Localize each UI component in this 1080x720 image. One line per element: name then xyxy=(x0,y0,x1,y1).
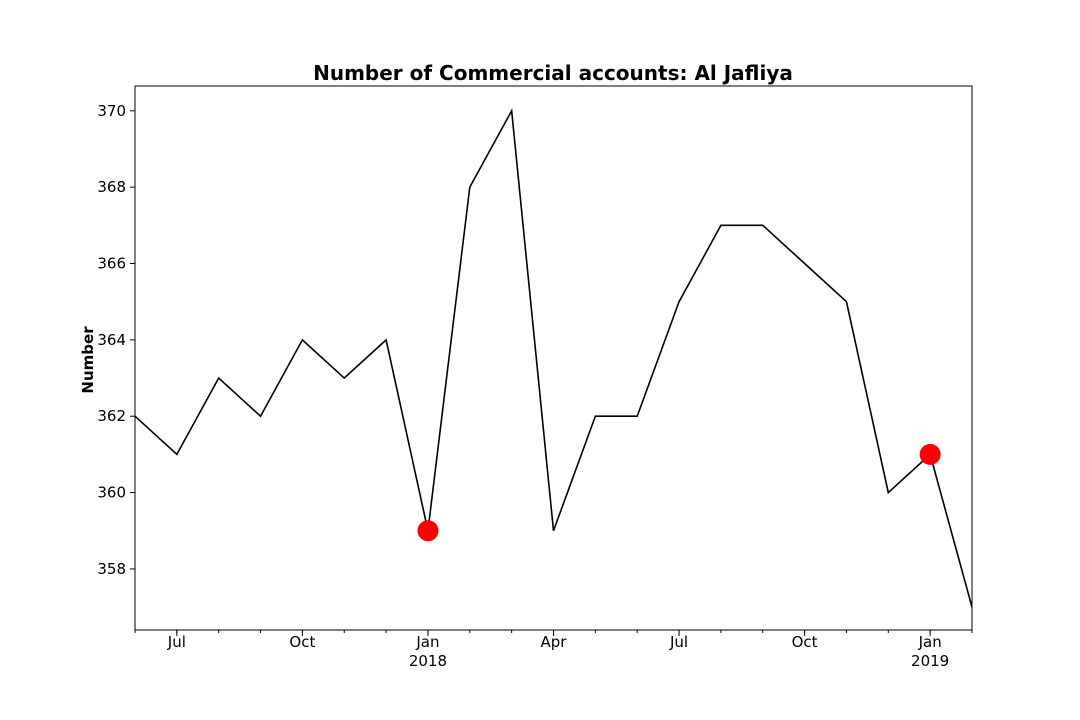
y-tick-label: 370 xyxy=(97,102,126,120)
y-axis-label: Number xyxy=(79,326,97,394)
chart-title: Number of Commercial accounts: Al Jafliy… xyxy=(313,61,793,85)
y-tick-label: 358 xyxy=(97,560,126,578)
y-tick-label: 364 xyxy=(97,331,126,349)
plot-area xyxy=(134,108,973,608)
y-tick-label: 360 xyxy=(97,484,126,502)
y-tick-label: 362 xyxy=(97,407,126,425)
x-tick-label: Oct xyxy=(289,633,315,651)
series-line xyxy=(134,108,973,608)
y-tick-label: 368 xyxy=(97,178,126,196)
x-tick-label: Oct xyxy=(792,633,818,651)
x-tick-label: Jul xyxy=(669,633,688,651)
x-tick-label: Jan xyxy=(415,633,439,651)
x-tick-year-label: 2019 xyxy=(911,652,949,670)
highlight-point xyxy=(417,520,439,542)
highlight-point xyxy=(919,443,941,465)
plot-frame xyxy=(134,85,973,631)
x-tick-year-label: 2018 xyxy=(409,652,447,670)
x-tick-label: Jan xyxy=(918,633,942,651)
y-tick-label: 366 xyxy=(97,255,126,273)
x-tick-label: Jul xyxy=(167,633,186,651)
x-tick-label: Apr xyxy=(541,633,568,651)
